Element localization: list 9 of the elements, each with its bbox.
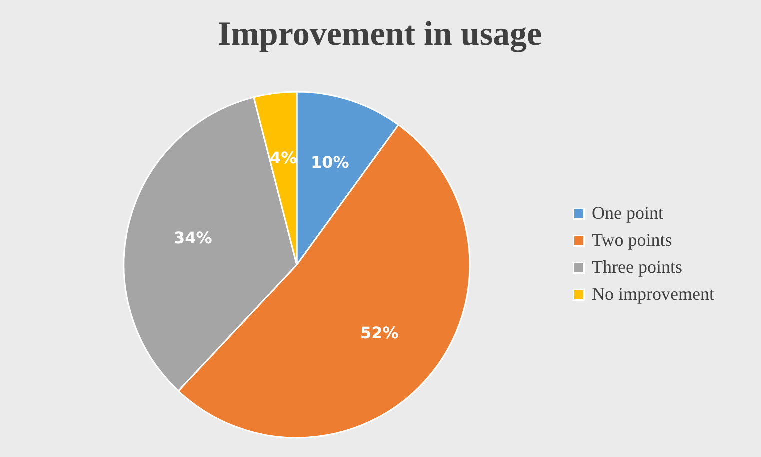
data-label: 10% — [310, 152, 350, 172]
legend-label: No improvement — [592, 284, 714, 304]
legend-label: One point — [592, 203, 664, 223]
data-label: 34% — [174, 228, 212, 248]
legend-label: Three points — [592, 257, 682, 277]
chart-title: Improvement in usage — [218, 16, 542, 53]
legend-label: Two points — [592, 230, 672, 250]
data-label: 4% — [270, 148, 298, 168]
data-label: 52% — [360, 323, 399, 342]
